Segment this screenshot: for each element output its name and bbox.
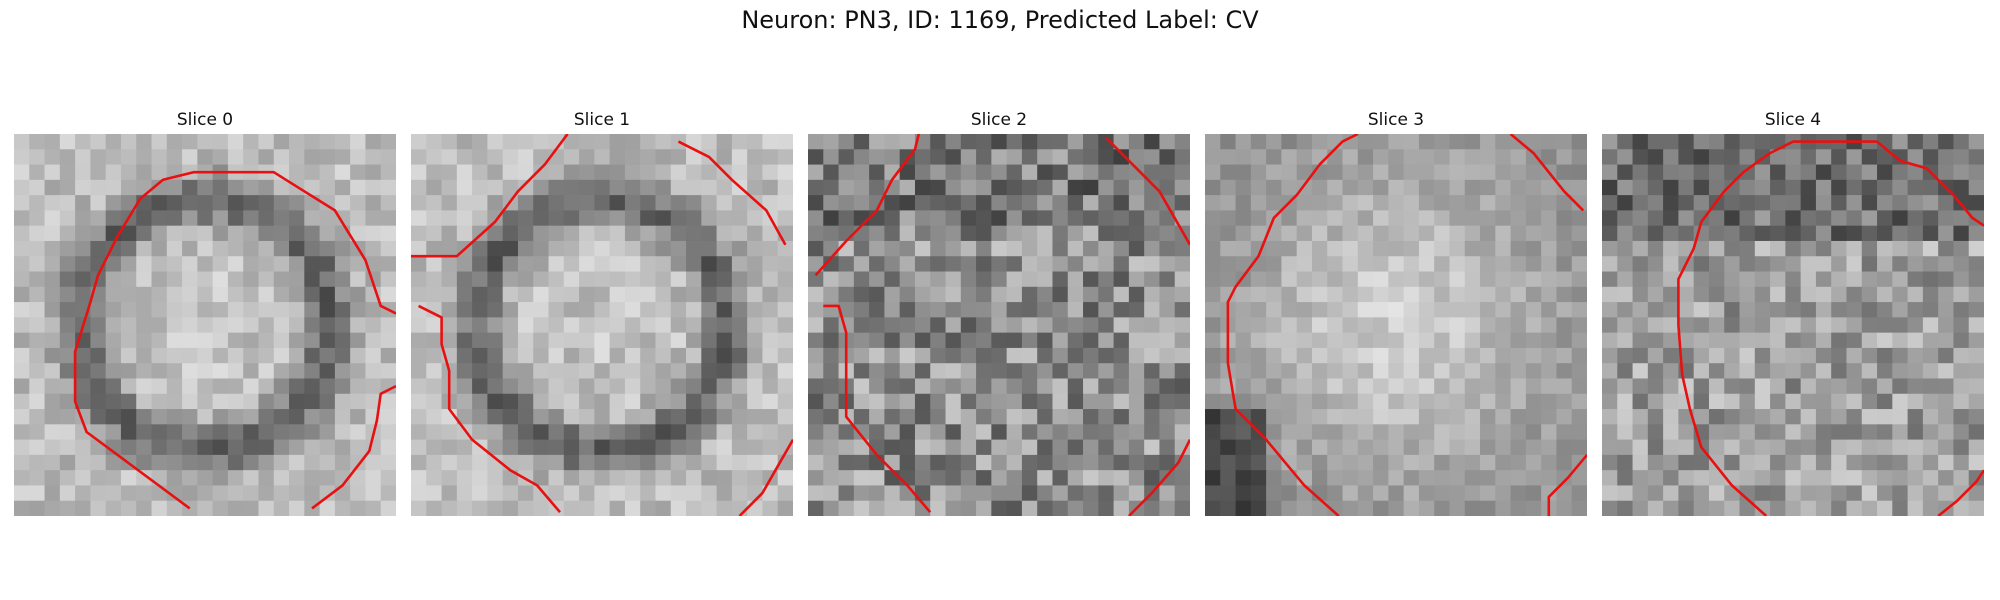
slice-image-3 — [1205, 134, 1587, 516]
slice-panel-0: Slice 0 — [14, 108, 396, 516]
slice-image-2 — [808, 134, 1190, 516]
slice-panel-3: Slice 3 — [1205, 108, 1587, 516]
slice-image-1 — [411, 134, 793, 516]
figure-title: Neuron: PN3, ID: 1169, Predicted Label: … — [0, 6, 2000, 34]
slice-image-0 — [14, 134, 396, 516]
slice-title-0: Slice 0 — [14, 108, 396, 132]
slice-image-4 — [1602, 134, 1984, 516]
slice-title-3: Slice 3 — [1205, 108, 1587, 132]
slice-panel-1: Slice 1 — [411, 108, 793, 516]
slice-panel-2: Slice 2 — [808, 108, 1190, 516]
slice-title-4: Slice 4 — [1602, 108, 1984, 132]
slice-title-1: Slice 1 — [411, 108, 793, 132]
slice-panel-4: Slice 4 — [1602, 108, 1984, 516]
slice-title-2: Slice 2 — [808, 108, 1190, 132]
